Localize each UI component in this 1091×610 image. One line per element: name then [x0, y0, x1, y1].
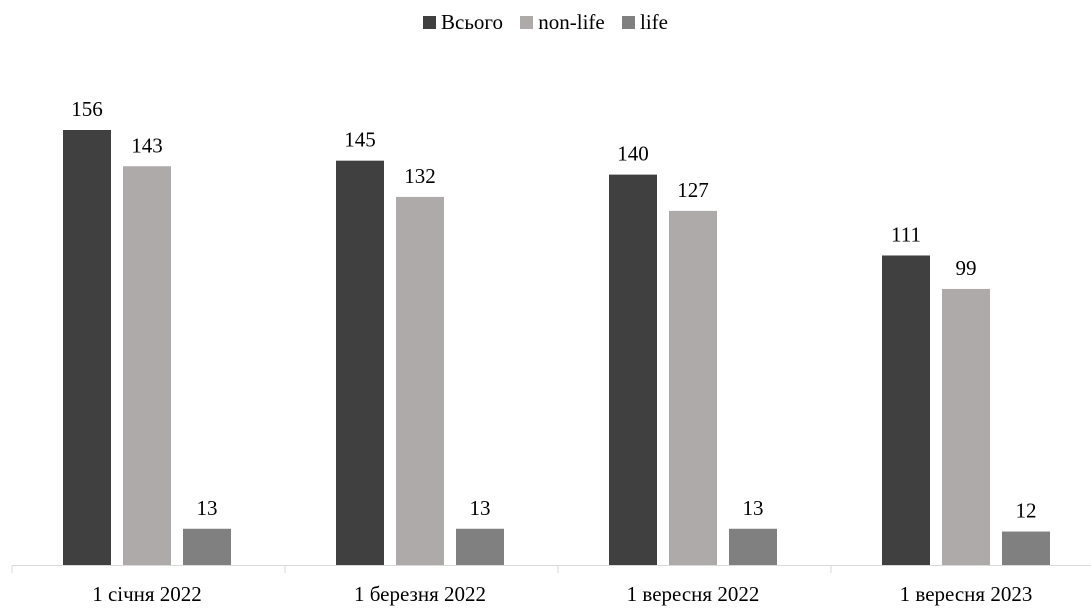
legend-label-total: Всього [441, 10, 504, 34]
data-label-non-life-3: 127 [677, 178, 709, 202]
bar-всього-3 [609, 174, 657, 565]
x-tick-label-3: 1 вересня 2022 [627, 582, 760, 606]
x-tick-label-2: 1 березня 2022 [354, 582, 486, 606]
bar-non-life-3 [669, 210, 717, 565]
legend-swatch-life [622, 16, 635, 29]
data-label-non-life-1: 143 [131, 133, 163, 157]
legend-swatch-non-life [520, 16, 534, 29]
bar-non-life-4 [942, 288, 990, 565]
legend-item-life: life [622, 10, 668, 35]
bar-life-4 [1002, 531, 1050, 565]
data-label-non-life-4: 99 [956, 256, 977, 280]
bars-layer [63, 130, 1050, 565]
legend-swatch-total [423, 16, 437, 29]
x-tick-label-1: 1 січня 2022 [92, 582, 202, 606]
bar-всього-1 [63, 130, 111, 565]
x-tick-label-4: 1 вересня 2023 [900, 582, 1033, 606]
chart-legend: Всього non-life life [0, 10, 1091, 35]
data-label-life-3: 13 [743, 496, 764, 520]
data-label-всього-2: 145 [344, 128, 376, 152]
legend-label-life: life [640, 10, 668, 34]
bar-life-3 [729, 528, 777, 565]
data-label-всього-3: 140 [617, 142, 649, 166]
bar-life-2 [456, 528, 504, 565]
data-labels-layer: 156 143 13 145 132 13 140 127 13 111 99 12 [71, 97, 1036, 523]
data-label-non-life-2: 132 [404, 164, 436, 188]
data-label-всього-1: 156 [71, 97, 103, 121]
bar-life-1 [183, 528, 231, 565]
legend-item-total: Всього [423, 10, 503, 35]
data-label-всього-4: 111 [891, 222, 921, 246]
data-label-life-1: 13 [197, 496, 218, 520]
bar-non-life-1 [123, 166, 171, 565]
legend-label-non-life: non-life [538, 10, 605, 34]
x-axis: 1 січня 2022 1 березня 2022 1 вересня 2022… [11, 565, 1091, 606]
legend-item-non-life: non-life [520, 10, 605, 35]
data-label-life-2: 13 [470, 496, 491, 520]
data-label-life-4: 12 [1016, 499, 1037, 523]
bar-non-life-2 [396, 196, 444, 565]
bar-всього-2 [336, 160, 384, 565]
bar-всього-4 [882, 255, 930, 565]
